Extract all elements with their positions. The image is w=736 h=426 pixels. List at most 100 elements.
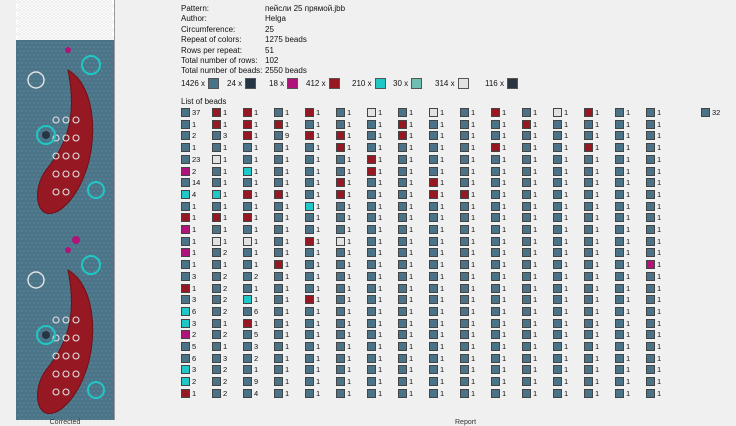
- bead-count: 1: [378, 236, 383, 246]
- bead-swatch: [367, 213, 376, 223]
- summary-item: 18 x: [269, 77, 299, 90]
- summary-swatch: [457, 78, 469, 89]
- bead-swatch: [522, 388, 531, 398]
- bead-swatch: [491, 260, 500, 270]
- bead-swatch: [367, 388, 376, 398]
- bead-swatch: [367, 131, 376, 141]
- bead-entry: 1: [181, 388, 196, 399]
- bead-count: 1: [471, 213, 476, 223]
- bead-swatch: [212, 119, 221, 129]
- bead-count: 1: [409, 283, 414, 293]
- bead-entry: 1: [615, 318, 630, 329]
- info-label: Rows per repeat:: [181, 45, 242, 55]
- bead-swatch: [615, 295, 624, 305]
- bead-swatch: [615, 365, 624, 375]
- bead-entry: 1: [646, 177, 661, 188]
- bead-entry: 1: [212, 341, 227, 352]
- bead-count: 1: [595, 377, 600, 387]
- bead-count: 1: [471, 330, 476, 340]
- bead-swatch: [491, 365, 500, 375]
- summary-item: 412 x: [306, 77, 340, 90]
- bead-count: 1: [347, 295, 352, 305]
- bead-swatch: [336, 154, 345, 164]
- bead-entry: 1: [274, 189, 289, 200]
- bead-swatch: [522, 166, 531, 176]
- bead-swatch: [212, 178, 221, 188]
- bead-entry: 1: [429, 306, 444, 317]
- bead-entry: 1: [336, 329, 351, 340]
- bead-count: 1: [564, 213, 569, 223]
- bead-entry: 1: [522, 364, 537, 375]
- bead-swatch: [243, 318, 252, 328]
- bead-entry: 1: [243, 364, 258, 375]
- bead-swatch: [274, 248, 283, 258]
- bead-count: 1: [440, 318, 445, 328]
- bead-count: 2: [223, 283, 228, 293]
- bead-swatch: [460, 236, 469, 246]
- bead-swatch: [398, 306, 407, 316]
- bead-entry: 1: [336, 376, 351, 387]
- bead-count: 1: [657, 388, 662, 398]
- bead-count: 1: [626, 166, 631, 176]
- bead-count: 1: [316, 353, 321, 363]
- bead-entry: 1: [429, 119, 444, 130]
- bead-swatch: [584, 306, 593, 316]
- bead-count: 1: [533, 248, 538, 258]
- bead-count: 1: [595, 271, 600, 281]
- bead-entry: 1: [522, 329, 537, 340]
- summary-item: 210 x: [352, 77, 386, 90]
- bead-count: 1: [471, 225, 476, 234]
- bead-count: 1: [471, 201, 476, 211]
- bead-count: 1: [471, 271, 476, 281]
- bead-swatch: [336, 108, 345, 117]
- bead-swatch: [553, 236, 562, 246]
- bead-swatch: [553, 189, 562, 199]
- info-value: пейсли 25 прямой.jbb: [265, 4, 346, 13]
- bead-count: 1: [347, 108, 352, 117]
- bead-count: 1: [564, 225, 569, 234]
- bead-entry: 1: [181, 283, 196, 294]
- bead-swatch: [701, 108, 710, 117]
- bead-entry: 1: [429, 154, 444, 165]
- bead-entry: 1: [274, 177, 289, 188]
- bead-entry: 1: [429, 341, 444, 352]
- bead-count: 1: [564, 154, 569, 164]
- bead-entry: 1: [584, 201, 599, 212]
- bead-swatch: [522, 225, 531, 234]
- bead-swatch: [367, 119, 376, 129]
- bead-count: 1: [378, 353, 383, 363]
- bead-entry: 1: [367, 130, 382, 141]
- bead-swatch: [646, 330, 655, 340]
- bead-count: 1: [440, 108, 445, 117]
- bead-entry: 1: [367, 306, 382, 317]
- bead-entry: 1: [553, 166, 568, 177]
- bead-entry: 1: [522, 142, 537, 153]
- bead-entry: 1: [584, 177, 599, 188]
- bead-entry: 1: [212, 142, 227, 153]
- bead-swatch: [367, 236, 376, 246]
- bead-entry: 1: [584, 154, 599, 165]
- bead-entry: 1: [522, 201, 537, 212]
- bead-swatch: [553, 353, 562, 363]
- bead-count: 1: [409, 108, 414, 117]
- bead-entry: 1: [243, 236, 258, 247]
- bead-count: 1: [626, 295, 631, 305]
- bead-count: 1: [347, 154, 352, 164]
- bead-swatch: [274, 119, 283, 129]
- bead-count: 1: [440, 306, 445, 316]
- bead-count: 1: [626, 143, 631, 153]
- bead-count: 1: [502, 201, 507, 211]
- bead-entry: 1: [212, 212, 227, 223]
- bead-count: 6: [192, 306, 197, 316]
- bead-swatch: [274, 295, 283, 305]
- bead-swatch: [398, 131, 407, 141]
- bead-swatch: [274, 131, 283, 141]
- bead-swatch: [460, 306, 469, 316]
- bead-swatch: [243, 166, 252, 176]
- bead-entry: 1: [243, 142, 258, 153]
- bead-swatch: [305, 131, 314, 141]
- bead-entry: 1: [243, 247, 258, 258]
- bead-entry: 1: [522, 341, 537, 352]
- bead-count: 1: [285, 377, 290, 387]
- bead-entry: 1: [398, 318, 413, 329]
